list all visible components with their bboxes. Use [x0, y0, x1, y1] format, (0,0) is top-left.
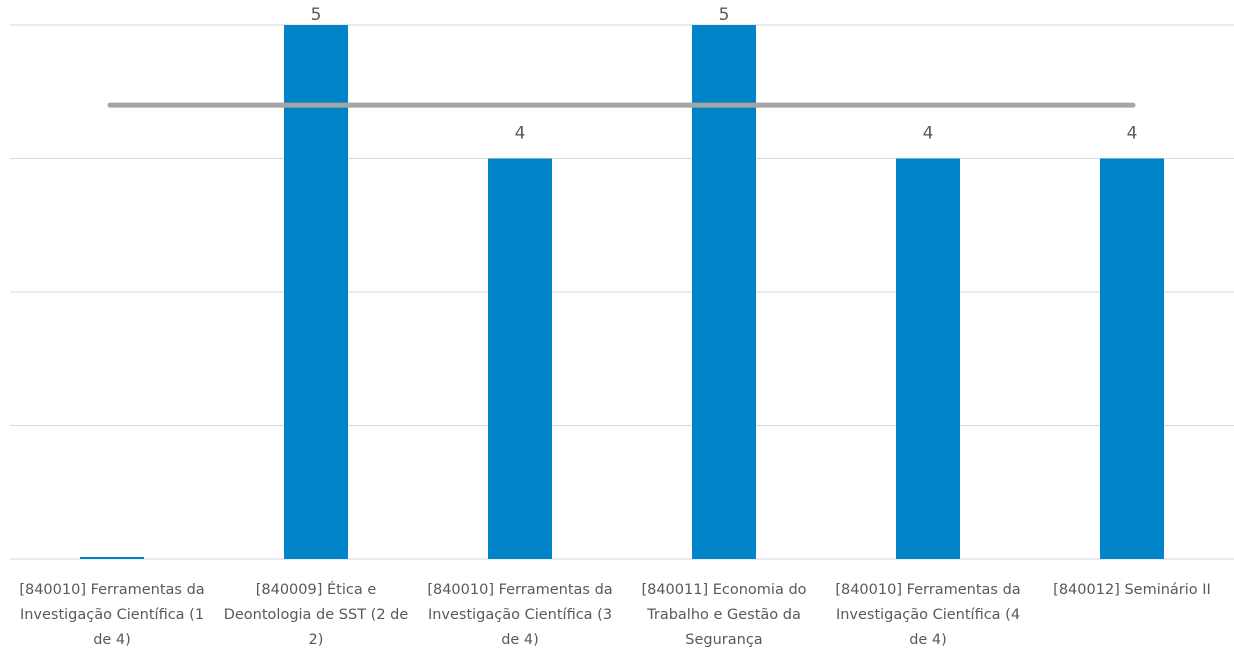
bar: [896, 158, 960, 559]
x-tick-label: [840011] Economia do Trabalho e Gestão d…: [641, 582, 807, 648]
bar: [1100, 158, 1164, 559]
x-tick-label: [840012] Seminário II: [1053, 582, 1211, 598]
value-label: 4: [923, 124, 934, 144]
bar: [80, 557, 144, 559]
value-label: 5: [311, 5, 322, 25]
value-label: 5: [719, 5, 730, 25]
bar: [488, 158, 552, 559]
value-label: 4: [1127, 124, 1138, 144]
x-tick-label: [840010] Ferramentas da Investigação Cie…: [835, 582, 1021, 648]
bar: [692, 25, 756, 559]
bar: [284, 25, 348, 559]
x-tick-label: [840010] Ferramentas da Investigação Cie…: [19, 582, 205, 648]
value-label: 4: [515, 124, 526, 144]
x-tick-label: [840010] Ferramentas da Investigação Cie…: [427, 582, 613, 648]
x-tick-label: [840009] Ética e Deontologia de SST (2 d…: [223, 582, 409, 648]
